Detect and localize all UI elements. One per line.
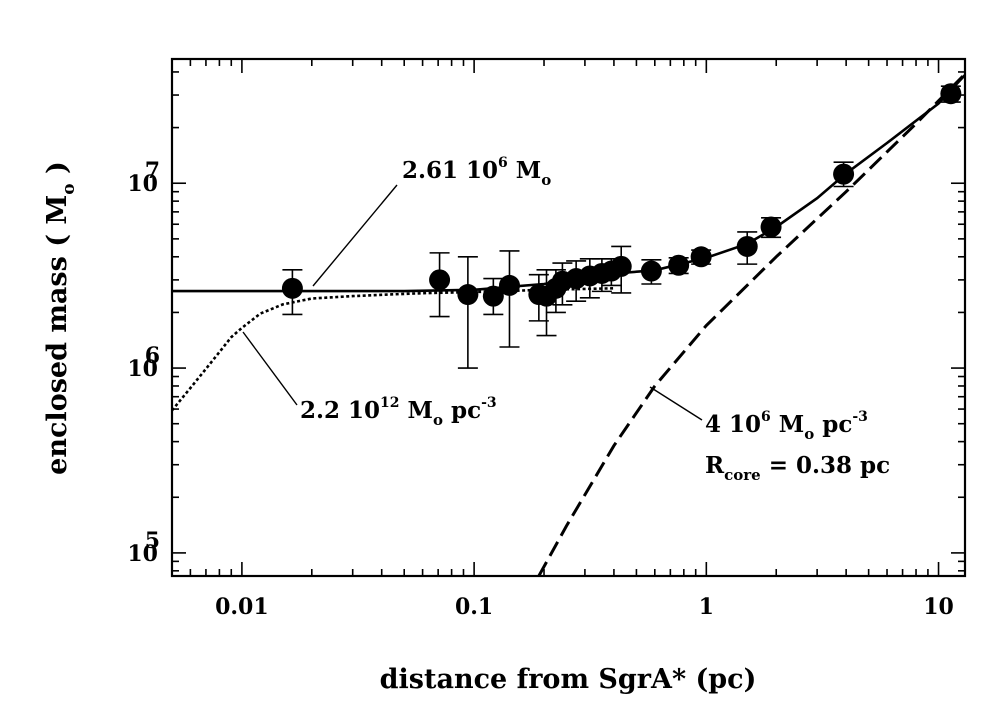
y-tick-label: 107 <box>127 158 160 197</box>
data-point <box>457 284 479 306</box>
x-tick-label: 0.1 <box>455 594 493 620</box>
annotation-part: 2.2 10 <box>300 397 380 424</box>
data-point <box>281 277 303 299</box>
data-point <box>498 274 520 296</box>
annotation-part: 4 10 <box>705 411 761 438</box>
data-point <box>640 260 662 282</box>
annotation-part: 6 <box>498 155 508 171</box>
data-point <box>940 83 962 105</box>
y-tick-base: 10 <box>127 356 158 382</box>
annotation-leader <box>312 184 398 287</box>
annotations: 2.61 106 Mo2.2 1012 Mo pc-34 106 Mo pc-3… <box>242 155 890 484</box>
annotation-part: o <box>804 425 814 443</box>
y-tick-label: 106 <box>127 343 160 382</box>
y-axis-title-main: enclosed mass ( M <box>42 195 73 475</box>
dashed-line-curve <box>537 72 965 576</box>
x-tick-label: 10 <box>923 594 954 620</box>
annotation-part: pc <box>814 411 852 438</box>
annotation-part: core <box>724 466 761 484</box>
annotation-part: 2.61 10 <box>402 157 498 184</box>
annotation-part: -3 <box>852 409 868 425</box>
annotation-part: M <box>508 157 541 184</box>
data-point <box>690 246 712 268</box>
y-tick-exponent: 7 <box>145 158 160 184</box>
data-point <box>736 235 758 257</box>
axis-ticks <box>171 59 965 576</box>
data-point <box>610 255 632 277</box>
model-curves <box>172 72 965 576</box>
point-mass-annotation: 2.61 106 Mo <box>402 155 551 189</box>
annotation-part: M <box>400 397 433 424</box>
dotted-line-curve <box>172 287 614 412</box>
cusp-density-annotation: 2.2 1012 Mo pc-3 <box>300 395 497 429</box>
annotation-leader <box>649 386 703 421</box>
y-tick-exponent: 6 <box>145 343 160 369</box>
annotation-part: -3 <box>481 395 497 411</box>
annotation-part: o <box>433 411 443 429</box>
x-tick-label: 1 <box>699 594 714 620</box>
core-radius-annotation: Rcore = 0.38 pc <box>705 452 890 484</box>
y-axis-title-sub: o <box>59 183 79 194</box>
x-tick-label: 0.01 <box>215 594 269 620</box>
annotation-part: M <box>771 411 804 438</box>
x-axis-title: distance from SgrA* (pc) <box>380 664 757 695</box>
data-point <box>482 285 504 307</box>
cluster-density-annotation: 4 106 Mo pc-3 <box>705 409 868 443</box>
annotation-part: 6 <box>761 409 771 425</box>
plot-frame <box>170 57 967 578</box>
data-point <box>833 163 855 185</box>
data-point <box>760 216 782 238</box>
data-points <box>281 83 962 369</box>
y-tick-exponent: 5 <box>145 528 160 554</box>
y-tick-base: 10 <box>127 171 158 197</box>
solid-line-curve <box>172 74 965 293</box>
y-axis-title-close: ) <box>42 161 73 183</box>
y-tick-label: 105 <box>127 528 160 567</box>
data-point <box>668 254 690 276</box>
annotation-part: 12 <box>380 395 399 411</box>
annotation-part: R <box>705 452 725 479</box>
annotation-part: = 0.38 pc <box>761 452 890 479</box>
annotation-part: o <box>541 171 551 189</box>
data-point <box>429 269 451 291</box>
plot-border <box>170 57 967 578</box>
y-axis-title: enclosed mass ( Mo ) <box>42 161 79 475</box>
y-tick-base: 10 <box>127 541 158 567</box>
annotation-leader <box>242 331 298 406</box>
annotation-part: pc <box>443 397 481 424</box>
